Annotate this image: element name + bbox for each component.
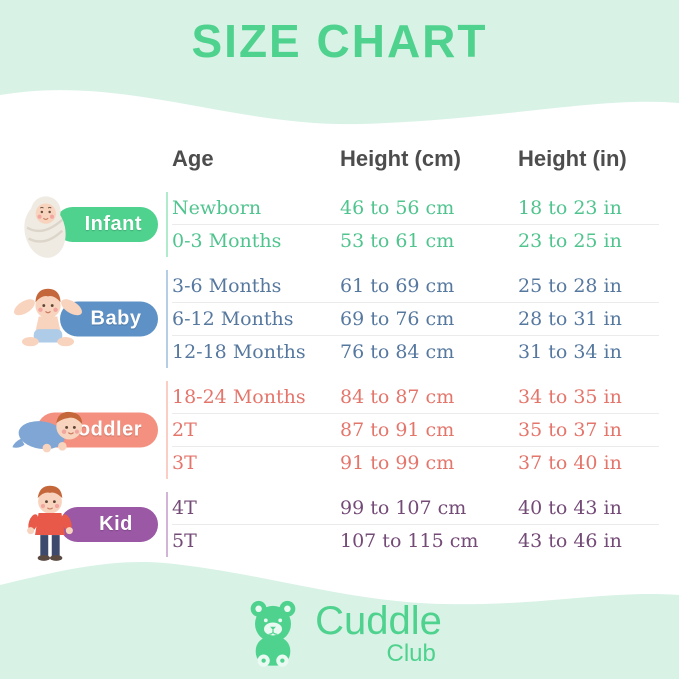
height-in-cell: 28 to 31 in <box>518 308 622 330</box>
table-row: 0-3 Months 53 to 61 cm 23 to 25 in <box>172 225 659 257</box>
table-row: 3T 91 to 99 cm 37 to 40 in <box>172 447 659 479</box>
height-in-cell: 18 to 23 in <box>518 197 622 219</box>
size-table: Age Height (cm) Height (in) Infant Newborn 4… <box>0 142 679 561</box>
group-figure-infant: Infant <box>0 192 158 258</box>
height-in-cell: 35 to 37 in <box>518 419 622 441</box>
age-cell: 3T <box>172 452 197 474</box>
height-cm-cell: 46 to 56 cm <box>340 197 455 219</box>
group-figure-kid: Kid <box>0 485 158 561</box>
age-cell: Newborn <box>172 197 262 219</box>
height-in-cell: 43 to 46 in <box>518 530 622 552</box>
group-rows: 4T 99 to 107 cm 40 to 43 in 5T 107 to 115 cm… <box>166 492 659 557</box>
size-group-infant: Infant Newborn 46 to 56 cm 18 to 23 in 0-3 M… <box>0 192 679 258</box>
age-cell: 3-6 Months <box>172 275 282 297</box>
table-row: 6-12 Months 69 to 76 cm 28 to 31 in <box>172 303 659 336</box>
brand-name-secondary: Club <box>386 640 436 668</box>
brand-wordmark: Cuddle Club <box>315 601 442 666</box>
height-in-cell: 40 to 43 in <box>518 497 622 519</box>
brand-footer: Cuddle Club <box>0 597 679 671</box>
table-row: 12-18 Months 76 to 84 cm 31 to 34 in <box>172 336 659 368</box>
table-header-row: Age Height (cm) Height (in) <box>0 142 679 176</box>
table-row: 2T 87 to 91 cm 35 to 37 in <box>172 414 659 447</box>
table-row: 18-24 Months 84 to 87 cm 34 to 35 in <box>172 381 659 414</box>
crawling-toddler-icon <box>12 411 83 453</box>
group-rows: Newborn 46 to 56 cm 18 to 23 in 0-3 Months 5… <box>166 192 659 257</box>
age-cell: 0-3 Months <box>172 230 282 252</box>
swaddled-baby-icon <box>24 196 66 258</box>
size-group-baby: Baby 3-6 Months 61 to 69 cm 25 to 28 in 6-12… <box>0 270 679 368</box>
height-cm-cell: 61 to 69 cm <box>340 275 455 297</box>
column-header-height-in: Height (in) <box>518 146 627 171</box>
height-in-cell: 37 to 40 in <box>518 452 622 474</box>
teddy-bear-icon <box>250 600 296 667</box>
table-row: 5T 107 to 115 cm 43 to 46 in <box>172 525 659 557</box>
age-cell: 18-24 Months <box>172 386 306 408</box>
table-row: 4T 99 to 107 cm 40 to 43 in <box>172 492 659 525</box>
height-in-cell: 23 to 25 in <box>518 230 622 252</box>
size-group-kid: Kid 4T 99 to 107 cm 40 to 43 in 5T 107 to 115… <box>0 485 679 561</box>
column-header-age: Age <box>172 146 214 171</box>
group-rows: 3-6 Months 61 to 69 cm 25 to 28 in 6-12 Mon… <box>166 270 659 368</box>
height-in-cell: 25 to 28 in <box>518 275 622 297</box>
brand-name-primary: Cuddle <box>315 599 442 644</box>
standing-kid-icon <box>27 485 73 561</box>
height-cm-cell: 99 to 107 cm <box>340 497 467 519</box>
column-header-height-cm: Height (cm) <box>340 146 461 171</box>
height-cm-cell: 84 to 87 cm <box>340 386 455 408</box>
height-cm-cell: 87 to 91 cm <box>340 419 455 441</box>
height-cm-cell: 91 to 99 cm <box>340 452 455 474</box>
size-group-toddler: Toddler 18-24 Months 84 to 87 cm 34 to 35 i… <box>0 381 679 479</box>
height-in-cell: 31 to 34 in <box>518 341 622 363</box>
group-pill-kid: Kid <box>60 507 158 542</box>
age-cell: 6-12 Months <box>172 308 294 330</box>
height-cm-cell: 69 to 76 cm <box>340 308 455 330</box>
page-title: SIZE CHART <box>191 15 488 67</box>
group-figure-baby: Baby <box>0 270 158 368</box>
table-row: Newborn 46 to 56 cm 18 to 23 in <box>172 192 659 225</box>
group-rows: 18-24 Months 84 to 87 cm 34 to 35 in 2T 87 t… <box>166 381 659 479</box>
age-cell: 5T <box>172 530 197 552</box>
age-cell: 4T <box>172 497 197 519</box>
group-pill-infant: Infant <box>54 207 158 242</box>
height-cm-cell: 76 to 84 cm <box>340 341 455 363</box>
height-cm-cell: 53 to 61 cm <box>340 230 455 252</box>
height-cm-cell: 107 to 115 cm <box>340 530 479 552</box>
table-row: 3-6 Months 61 to 69 cm 25 to 28 in <box>172 270 659 303</box>
age-cell: 2T <box>172 419 197 441</box>
age-cell: 12-18 Months <box>172 341 306 363</box>
group-figure-toddler: Toddler <box>0 381 158 479</box>
baby-arms-up-icon <box>14 288 82 347</box>
height-in-cell: 34 to 35 in <box>518 386 622 408</box>
